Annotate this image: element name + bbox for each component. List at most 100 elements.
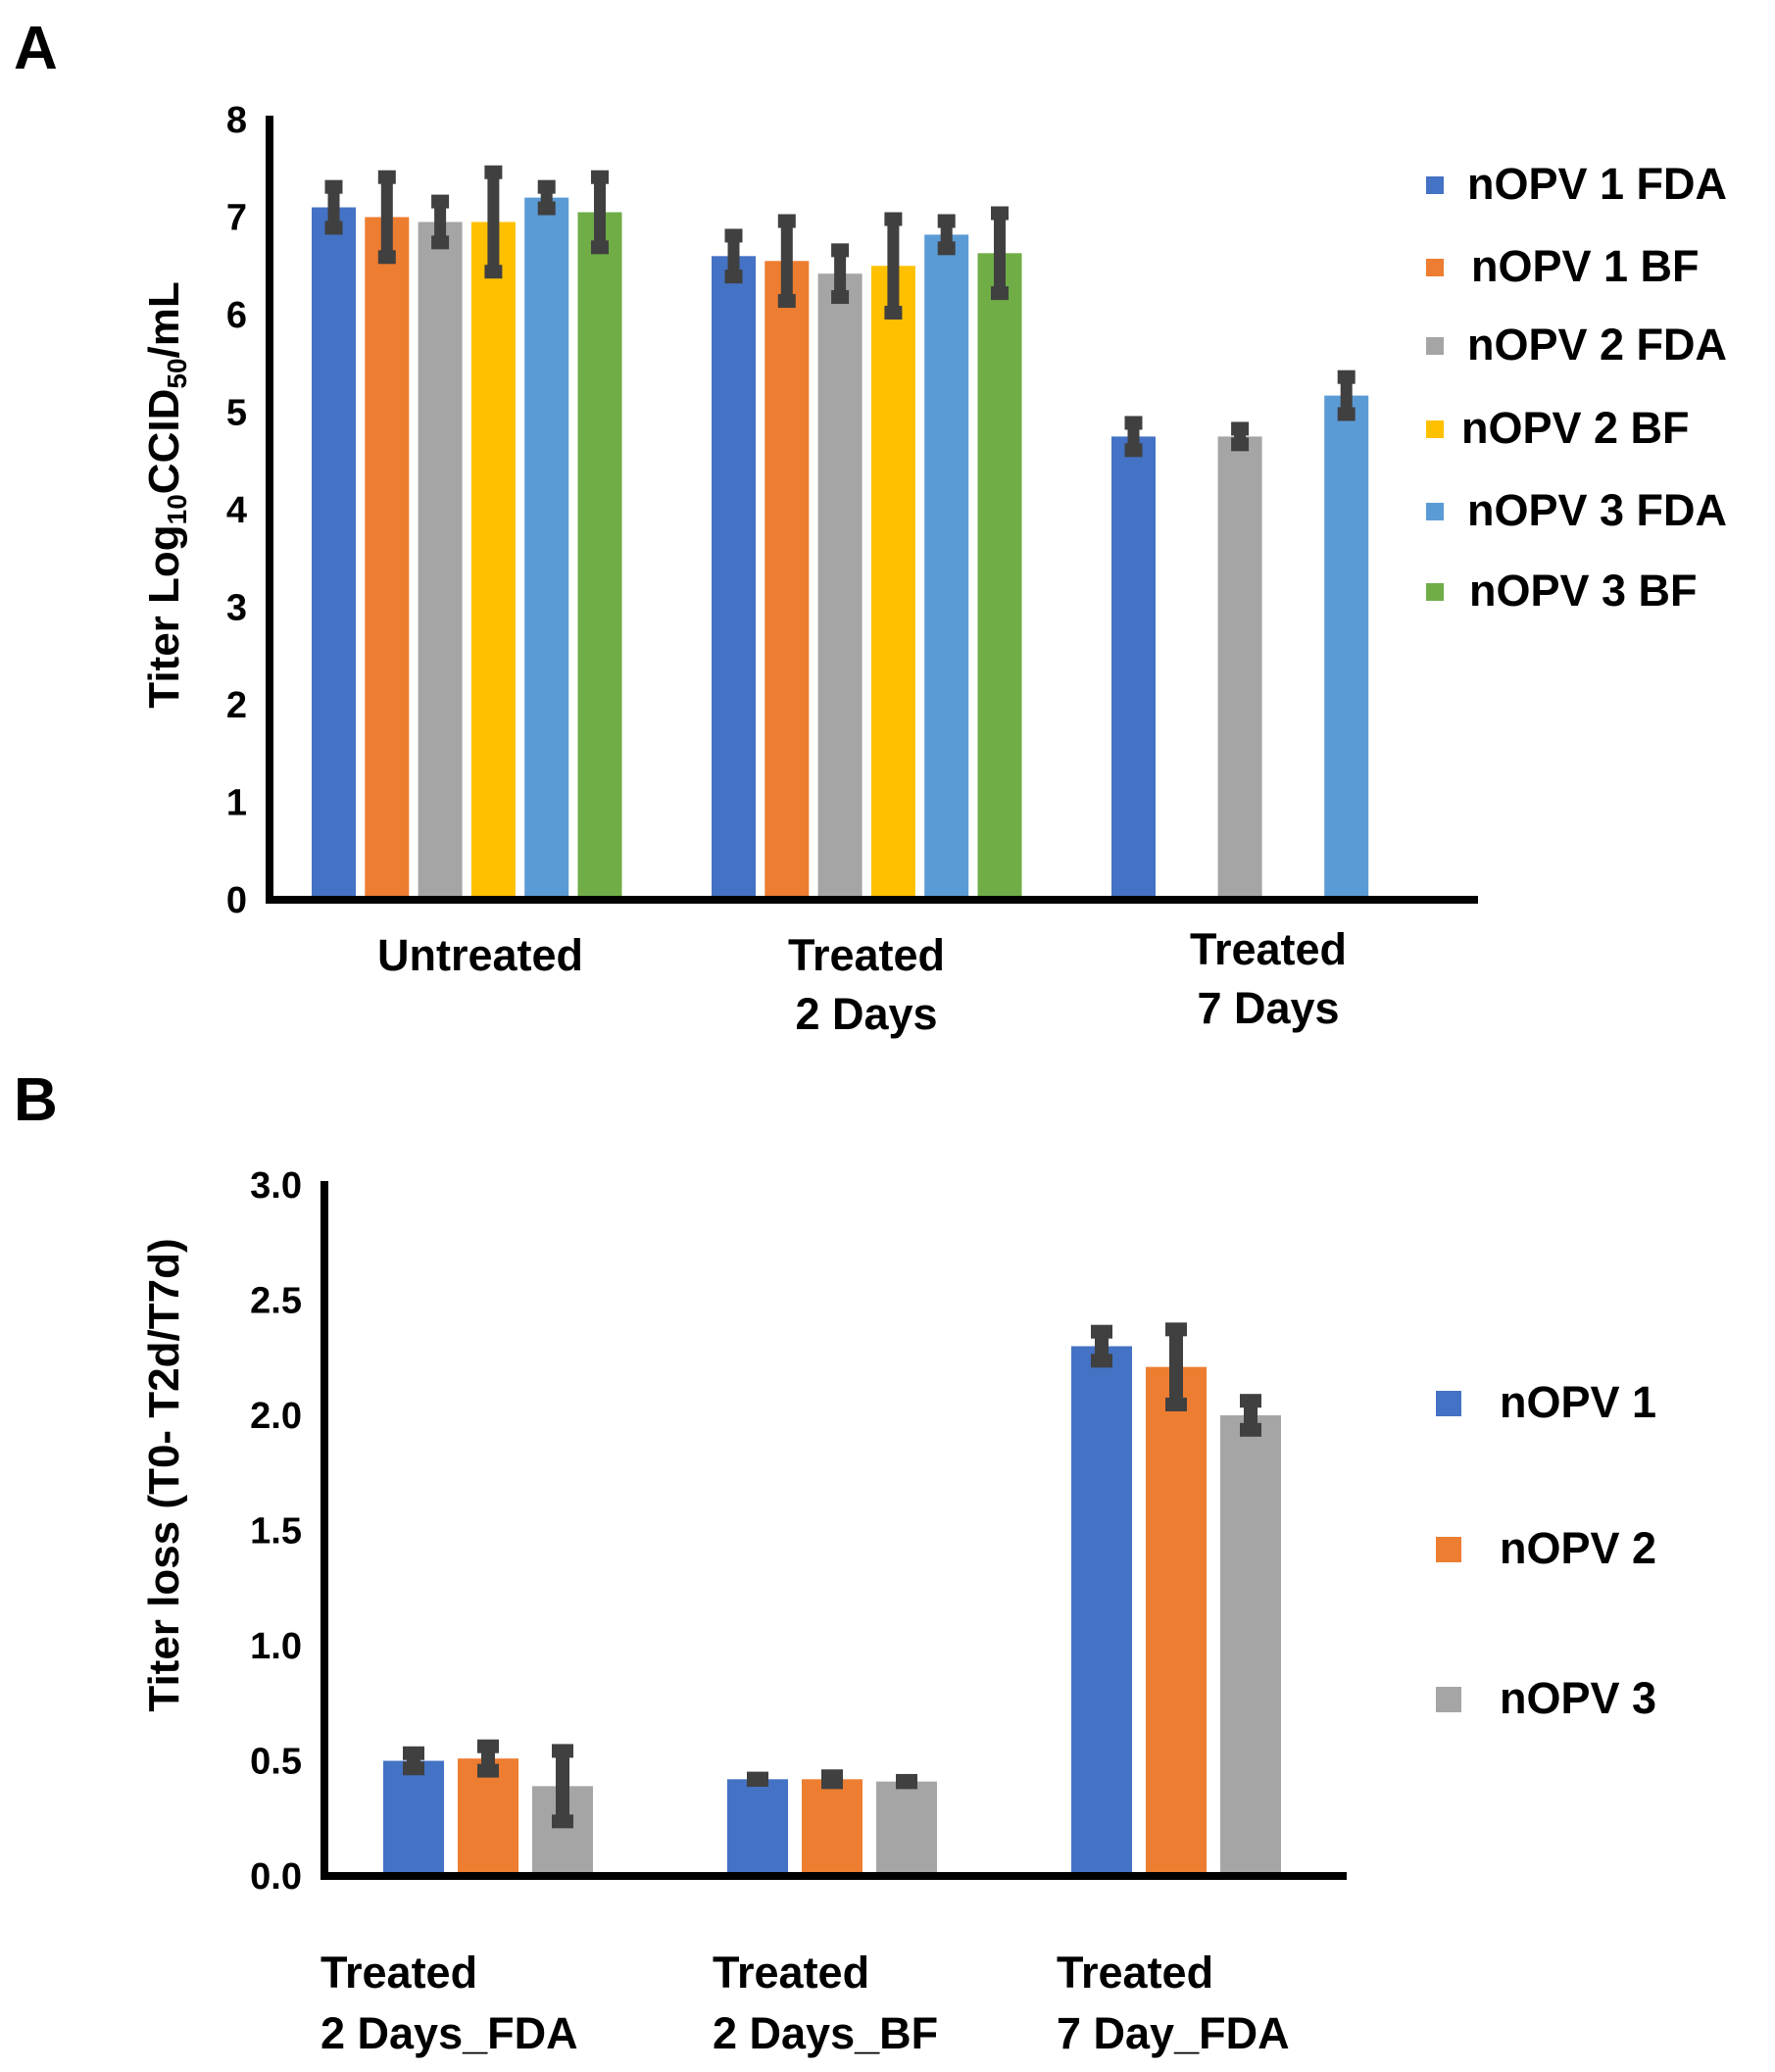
bar-nopv-3 [1220, 1415, 1281, 1876]
y-tick-label: 0 [226, 880, 247, 921]
legend-item-nopv-3-bf: nOPV 3 BF [1426, 566, 1698, 616]
error-bar [324, 179, 343, 235]
chart-a-ylabel-sub2: 50 [162, 358, 192, 388]
chart-a-ylabel-sub1: 10 [162, 494, 192, 524]
panel-letter-b: B [14, 1066, 58, 1134]
error-bar [1337, 370, 1356, 421]
legend-label: nOPV 2 [1500, 1523, 1656, 1573]
error-bar [991, 206, 1009, 301]
y-tick-label: 3.0 [250, 1165, 302, 1207]
x-category-label: Treated 2 Days_BF [713, 1948, 938, 2058]
error-bar [896, 1773, 917, 1790]
y-tick-label: 2 [226, 685, 247, 726]
chart-b-errorbars [403, 1322, 1261, 1829]
legend-item-nopv-2-bf: nOPV 2 BF [1426, 403, 1690, 453]
chart-a-axes [266, 116, 1478, 904]
error-bar [747, 1771, 768, 1787]
chart-a-x-labels: Untreated Treated 2 Days Treated 7 Days [377, 924, 1347, 1039]
chart-b: 0.00.51.01.52.02.53.0 Treated 2 Days_FDAT… [140, 1165, 1656, 2058]
y-tick-label: 3 [226, 588, 247, 629]
legend-item-nopv-3-fda: nOPV 3 FDA [1426, 485, 1727, 535]
chart-a-bars [312, 197, 1369, 901]
error-bar [831, 243, 850, 305]
legend-item-nopv-1: nOPV 1 [1436, 1377, 1656, 1427]
legend-label: nOPV 1 [1500, 1377, 1656, 1427]
error-bar [377, 170, 396, 265]
error-bar [1124, 416, 1143, 458]
bar-nopv-3-fda [524, 197, 569, 901]
chart-a-y-ticks: 0 1 2 3 4 5 6 7 8 [226, 100, 247, 921]
bar-nopv-2-bf [470, 222, 516, 901]
error-bar [552, 1744, 573, 1829]
legend-label: nOPV 3 FDA [1467, 485, 1727, 535]
legend-swatch [1436, 1391, 1461, 1416]
chart-b-x-labels: Treated 2 Days_FDA Treated 2 Days_BF Treated… [320, 1948, 1290, 2058]
chart-b-bars [383, 1346, 1281, 1876]
error-bar [591, 170, 609, 255]
legend-swatch [1426, 259, 1444, 276]
legend-item-nopv-2: nOPV 2 [1436, 1523, 1656, 1573]
legend-item-nopv-1-bf: nOPV 1 BF [1426, 241, 1700, 291]
x-category-label: Treated 7 Day_FDA [1057, 1948, 1290, 2058]
legend-swatch [1426, 176, 1444, 194]
y-tick-label: 7 [226, 198, 247, 239]
y-tick-label: 5 [226, 393, 247, 434]
error-bar [724, 228, 743, 284]
error-bar [1240, 1394, 1261, 1437]
y-tick-label: 1 [226, 783, 247, 824]
legend-swatch [1426, 420, 1444, 438]
legend-swatch [1436, 1537, 1461, 1562]
error-bar [484, 165, 503, 279]
chart-a-errorbars [324, 165, 1356, 458]
legend-label: nOPV 1 FDA [1467, 159, 1727, 209]
error-bar [777, 214, 796, 309]
chart-a-ylabel-mid: CCID [140, 389, 188, 495]
bar-nopv-1-fda [312, 207, 356, 901]
bar-nopv-2 [1146, 1366, 1207, 1876]
x-category-label: Treated 7 Days [1190, 924, 1347, 1033]
bar-nopv-2 [802, 1779, 863, 1876]
error-bar [937, 214, 956, 256]
chart-b-y-axis-label: Titer loss (T0- T2d/T7d) [140, 1238, 188, 1711]
bar-nopv-1 [383, 1760, 444, 1876]
y-tick-label: 6 [226, 295, 247, 336]
legend-label: nOPV 3 [1500, 1673, 1656, 1723]
legend-item-nopv-2-fda: nOPV 2 FDA [1426, 320, 1727, 370]
chart-b-legend: nOPV 1 nOPV 2 nOPV 3 [1436, 1377, 1656, 1723]
bar-nopv-3-fda [924, 234, 969, 900]
panel-letter-a: A [14, 15, 58, 82]
y-tick-label: 8 [226, 100, 247, 141]
bar-nopv-3-bf [977, 253, 1022, 900]
bar-nopv-2-fda [1217, 436, 1262, 900]
bar-nopv-3-bf [577, 212, 622, 900]
y-tick-label: 0.5 [250, 1742, 302, 1783]
bar-nopv-1-bf [365, 217, 410, 900]
error-bar [884, 212, 903, 320]
bar-nopv-1 [1071, 1346, 1132, 1876]
error-bar [537, 179, 556, 216]
error-bar [821, 1769, 843, 1790]
error-bar [1091, 1324, 1112, 1368]
bar-nopv-2 [458, 1758, 518, 1876]
x-category-label: Untreated [377, 930, 583, 980]
error-bar [1231, 421, 1250, 452]
bar-nopv-3-fda [1324, 395, 1369, 901]
legend-label: nOPV 2 BF [1461, 403, 1690, 453]
x-category-label: Treated 2 Days [788, 930, 945, 1039]
legend-label: nOPV 3 BF [1469, 566, 1698, 616]
chart-a-ylabel-post: /mL [140, 281, 188, 358]
y-tick-label: 0.0 [250, 1856, 302, 1898]
bar-nopv-2-fda [817, 273, 863, 901]
y-tick-label: 1.0 [250, 1626, 302, 1667]
x-category-label: Treated 2 Days_FDA [320, 1948, 578, 2058]
legend-label: nOPV 2 FDA [1467, 320, 1727, 370]
y-tick-label: 2.5 [250, 1281, 302, 1322]
chart-a-legend: nOPV 1 FDA nOPV 1 BF nOPV 2 FDA nOPV 2 BF nO… [1426, 159, 1727, 616]
y-tick-label: 4 [226, 490, 247, 531]
bar-nopv-3 [876, 1781, 937, 1876]
error-bar [403, 1746, 424, 1776]
legend-swatch [1436, 1687, 1461, 1712]
bar-nopv-2-fda [418, 222, 463, 901]
bar-nopv-1-fda [712, 256, 756, 900]
